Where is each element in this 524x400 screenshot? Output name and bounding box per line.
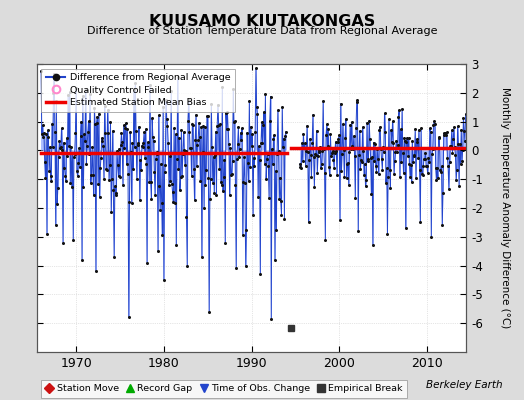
Text: KUUSAMO KIUTAKONGAS: KUUSAMO KIUTAKONGAS <box>149 14 375 29</box>
Text: Berkeley Earth: Berkeley Earth <box>427 380 503 390</box>
Text: Difference of Station Temperature Data from Regional Average: Difference of Station Temperature Data f… <box>87 26 437 36</box>
Legend: Station Move, Record Gap, Time of Obs. Change, Empirical Break: Station Move, Record Gap, Time of Obs. C… <box>41 380 407 398</box>
Y-axis label: Monthly Temperature Anomaly Difference (°C): Monthly Temperature Anomaly Difference (… <box>500 87 510 329</box>
